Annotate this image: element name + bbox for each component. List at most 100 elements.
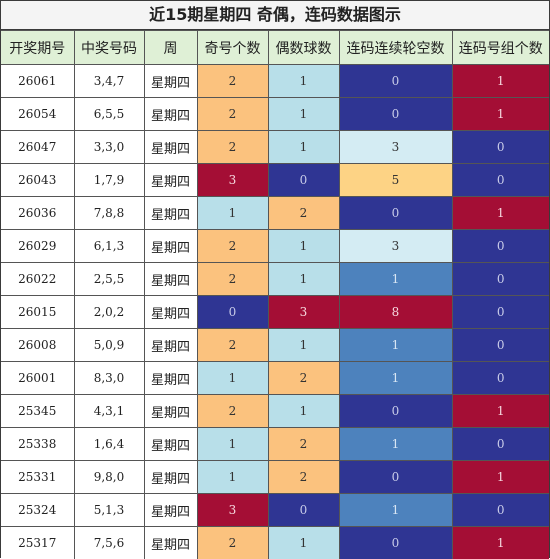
cell-odd-count: 1 [197,197,268,230]
cell-week: 星期四 [144,362,197,395]
cell-consecutive-groups: 0 [452,263,549,296]
cell-consecutive-gap: 1 [339,263,452,296]
cell-consecutive-gap: 5 [339,164,452,197]
cell-consecutive-groups: 1 [452,395,549,428]
cell-consecutive-gap: 0 [339,395,452,428]
cell-consecutive-groups: 0 [452,296,549,329]
header-numbers: 中奖号码 [74,31,144,65]
cell-week: 星期四 [144,65,197,98]
cell-issue: 26043 [1,164,74,197]
cell-issue: 25317 [1,527,74,559]
cell-consecutive-groups: 1 [452,197,549,230]
cell-week: 星期四 [144,395,197,428]
cell-numbers: 5,1,3 [74,494,144,527]
cell-numbers: 1,6,4 [74,428,144,461]
cell-issue: 25331 [1,461,74,494]
cell-consecutive-gap: 3 [339,230,452,263]
header-even-count: 偶数球数 [268,31,339,65]
cell-odd-count: 0 [197,296,268,329]
cell-odd-count: 1 [197,362,268,395]
cell-odd-count: 2 [197,98,268,131]
cell-issue: 25324 [1,494,74,527]
cell-consecutive-gap: 3 [339,131,452,164]
cell-even-count: 1 [268,65,339,98]
cell-consecutive-gap: 0 [339,65,452,98]
cell-even-count: 2 [268,461,339,494]
cell-issue: 25345 [1,395,74,428]
cell-issue: 26054 [1,98,74,131]
cell-numbers: 3,4,7 [74,65,144,98]
cell-even-count: 2 [268,362,339,395]
cell-week: 星期四 [144,428,197,461]
cell-odd-count: 3 [197,494,268,527]
cell-numbers: 2,5,5 [74,263,144,296]
header-week: 周 [144,31,197,65]
cell-odd-count: 3 [197,164,268,197]
cell-numbers: 8,3,0 [74,362,144,395]
cell-even-count: 2 [268,197,339,230]
cell-week: 星期四 [144,131,197,164]
cell-even-count: 1 [268,395,339,428]
header-row: 开奖期号 中奖号码 周 奇号个数 偶数球数 连码连续轮空数 连码号组个数 [1,31,549,65]
cell-consecutive-groups: 1 [452,461,549,494]
cell-even-count: 1 [268,329,339,362]
cell-consecutive-gap: 8 [339,296,452,329]
cell-issue: 26061 [1,65,74,98]
cell-numbers: 6,5,5 [74,98,144,131]
cell-consecutive-groups: 0 [452,131,549,164]
cell-consecutive-groups: 0 [452,428,549,461]
cell-week: 星期四 [144,164,197,197]
cell-odd-count: 1 [197,461,268,494]
cell-consecutive-gap: 1 [339,428,452,461]
cell-week: 星期四 [144,197,197,230]
cell-issue: 26029 [1,230,74,263]
cell-numbers: 3,3,0 [74,131,144,164]
cell-even-count: 1 [268,98,339,131]
cell-consecutive-gap: 0 [339,197,452,230]
cell-week: 星期四 [144,461,197,494]
cell-consecutive-groups: 0 [452,329,549,362]
header-issue: 开奖期号 [1,31,74,65]
cell-numbers: 7,5,6 [74,527,144,559]
cell-odd-count: 2 [197,131,268,164]
cell-consecutive-groups: 1 [452,65,549,98]
header-consecutive-groups: 连码号组个数 [452,31,549,65]
cell-odd-count: 2 [197,527,268,559]
cell-numbers: 4,3,1 [74,395,144,428]
cell-odd-count: 2 [197,263,268,296]
cell-numbers: 5,0,9 [74,329,144,362]
cell-odd-count: 2 [197,230,268,263]
cell-odd-count: 2 [197,329,268,362]
cell-consecutive-gap: 0 [339,461,452,494]
cell-even-count: 1 [268,230,339,263]
cell-even-count: 1 [268,131,339,164]
cell-numbers: 2,0,2 [74,296,144,329]
cell-numbers: 9,8,0 [74,461,144,494]
cell-week: 星期四 [144,494,197,527]
cell-consecutive-gap: 0 [339,527,452,559]
cell-week: 星期四 [144,329,197,362]
cell-even-count: 1 [268,263,339,296]
cell-consecutive-gap: 1 [339,362,452,395]
cell-week: 星期四 [144,98,197,131]
cell-numbers: 6,1,3 [74,230,144,263]
cell-even-count: 2 [268,428,339,461]
cell-week: 星期四 [144,230,197,263]
cell-numbers: 1,7,9 [74,164,144,197]
cell-numbers: 7,8,8 [74,197,144,230]
header-odd-count: 奇号个数 [197,31,268,65]
cell-week: 星期四 [144,527,197,559]
cell-issue: 26036 [1,197,74,230]
cell-issue: 26001 [1,362,74,395]
